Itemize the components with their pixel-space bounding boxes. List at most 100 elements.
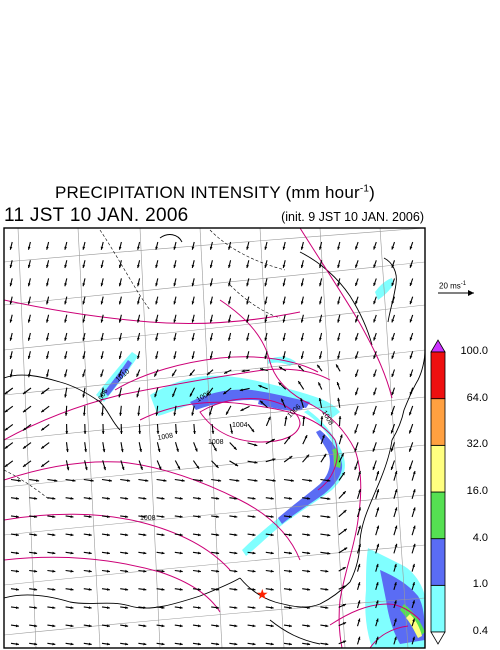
- wind-arrowhead: [391, 301, 395, 305]
- wind-arrowhead: [355, 319, 358, 323]
- wind-arrowhead: [270, 642, 274, 646]
- wind-arrowhead: [15, 642, 19, 646]
- colorbar-tick-label: 16.0: [466, 485, 488, 497]
- wind-arrowhead: [327, 497, 331, 501]
- wind-arrowhead: [41, 445, 45, 449]
- wind-arrowhead: [52, 515, 56, 518]
- wind-arrowhead: [355, 373, 358, 377]
- wind-arrowhead: [189, 372, 193, 376]
- wind-arrowhead: [309, 479, 313, 482]
- wind-arrowhead: [318, 398, 322, 402]
- wind-arrowhead: [101, 412, 104, 416]
- wind-arrowhead: [118, 283, 122, 287]
- wind-arrowhead: [36, 479, 40, 482]
- precipitation-area: [375, 278, 394, 300]
- wind-arrowhead: [354, 412, 358, 416]
- wind-arrowhead: [108, 479, 112, 482]
- wind-arrowhead: [206, 372, 210, 375]
- wind-arrowhead: [357, 600, 361, 604]
- wind-arrowhead: [300, 398, 303, 402]
- wind-arrowhead: [191, 412, 195, 416]
- wind-arrowhead: [70, 606, 74, 609]
- grid-longitude-line: [77, 228, 101, 648]
- wind-arrowhead: [145, 479, 149, 482]
- wind-arrowhead: [197, 588, 201, 591]
- wind-arrowhead: [409, 337, 413, 341]
- wind-arrowhead: [319, 355, 322, 359]
- wind-arrowhead: [106, 569, 110, 573]
- wind-arrowhead: [234, 497, 238, 500]
- wind-arrowhead: [143, 551, 147, 555]
- wind-arrowhead: [282, 301, 286, 305]
- isobar-line: [199, 398, 301, 443]
- wind-arrowhead: [252, 606, 256, 609]
- wind-arrowhead: [409, 412, 412, 416]
- colorbar-tick-label: 64.0: [466, 391, 488, 404]
- borders: [4, 229, 286, 501]
- wind-arrowhead: [270, 569, 274, 573]
- wind-arrowhead: [337, 397, 340, 401]
- wind-arrowhead: [394, 582, 397, 586]
- wind-arrowhead: [88, 642, 92, 646]
- wind-arrowhead: [4, 464, 8, 467]
- wind-arrowhead: [9, 283, 13, 287]
- wind-arrowhead: [137, 319, 140, 323]
- wind-arrowhead: [394, 543, 398, 547]
- wind-arrowhead: [41, 427, 45, 431]
- wind-arrowhead: [391, 355, 395, 359]
- isobar-label: 1008: [157, 432, 174, 442]
- wind-arrowhead: [409, 466, 412, 470]
- wind-arrowhead: [173, 412, 177, 416]
- wind-arrowhead: [106, 533, 110, 537]
- colorbar-tick-label: 0.4: [472, 625, 488, 637]
- wind-arrowhead: [46, 319, 49, 323]
- wind-arrowhead: [216, 497, 220, 500]
- wind-arrowhead: [228, 355, 231, 359]
- wind-arrowhead: [72, 479, 76, 482]
- wind-arrowhead: [355, 282, 358, 286]
- wind-arrowhead: [106, 497, 110, 500]
- wind-arrowhead: [52, 551, 56, 555]
- wind-arrowhead: [209, 301, 213, 305]
- wind-arrowhead: [125, 497, 129, 500]
- wind-arrowhead: [246, 301, 249, 305]
- wind-arrowhead: [41, 391, 45, 394]
- colorbar-swatch: [430, 538, 446, 586]
- wind-arrowhead: [372, 466, 376, 470]
- wind-arrowhead: [337, 355, 340, 359]
- wind-arrowhead: [64, 246, 67, 250]
- colorbar-swatch: [430, 491, 446, 540]
- wind-arrowhead: [319, 264, 322, 268]
- wind-arrowhead: [137, 301, 140, 305]
- wind-arrowhead: [179, 624, 183, 628]
- wind-arrowhead: [118, 246, 122, 250]
- wind-arrowhead: [64, 283, 67, 287]
- coastline-northeast: [349, 439, 393, 583]
- wind-arrowhead: [307, 624, 311, 628]
- border-line: [4, 469, 51, 501]
- wind-arrowhead: [394, 471, 398, 475]
- wind-arrowhead: [17, 479, 21, 482]
- wind-arrowhead: [65, 431, 69, 434]
- wind-arrowhead: [156, 431, 160, 434]
- wind-arrowhead: [173, 355, 177, 359]
- wind-arrowhead: [155, 319, 158, 323]
- star-icon: ★: [256, 586, 269, 602]
- wind-arrowhead: [272, 479, 276, 482]
- wind-arrowhead: [288, 588, 292, 591]
- wind-arrowhead: [64, 374, 67, 378]
- wind-arrowhead: [82, 394, 86, 398]
- wind-arrowhead: [64, 301, 67, 305]
- wind-arrowhead: [174, 431, 178, 434]
- colorbar-tick-label: 32.0: [466, 438, 488, 451]
- wind-arrowhead: [223, 391, 227, 395]
- colorbar-tick-label: 4.0: [472, 531, 488, 544]
- wind-arrowhead: [252, 588, 256, 591]
- wind-arrowhead: [118, 394, 122, 398]
- wind-arrowhead: [246, 264, 249, 268]
- wind-arrowhead: [82, 264, 86, 268]
- wind-arrowhead: [9, 374, 13, 378]
- wind-arrowhead: [373, 282, 376, 286]
- wind-arrowhead: [307, 551, 311, 555]
- title-exponent: -1: [359, 183, 370, 195]
